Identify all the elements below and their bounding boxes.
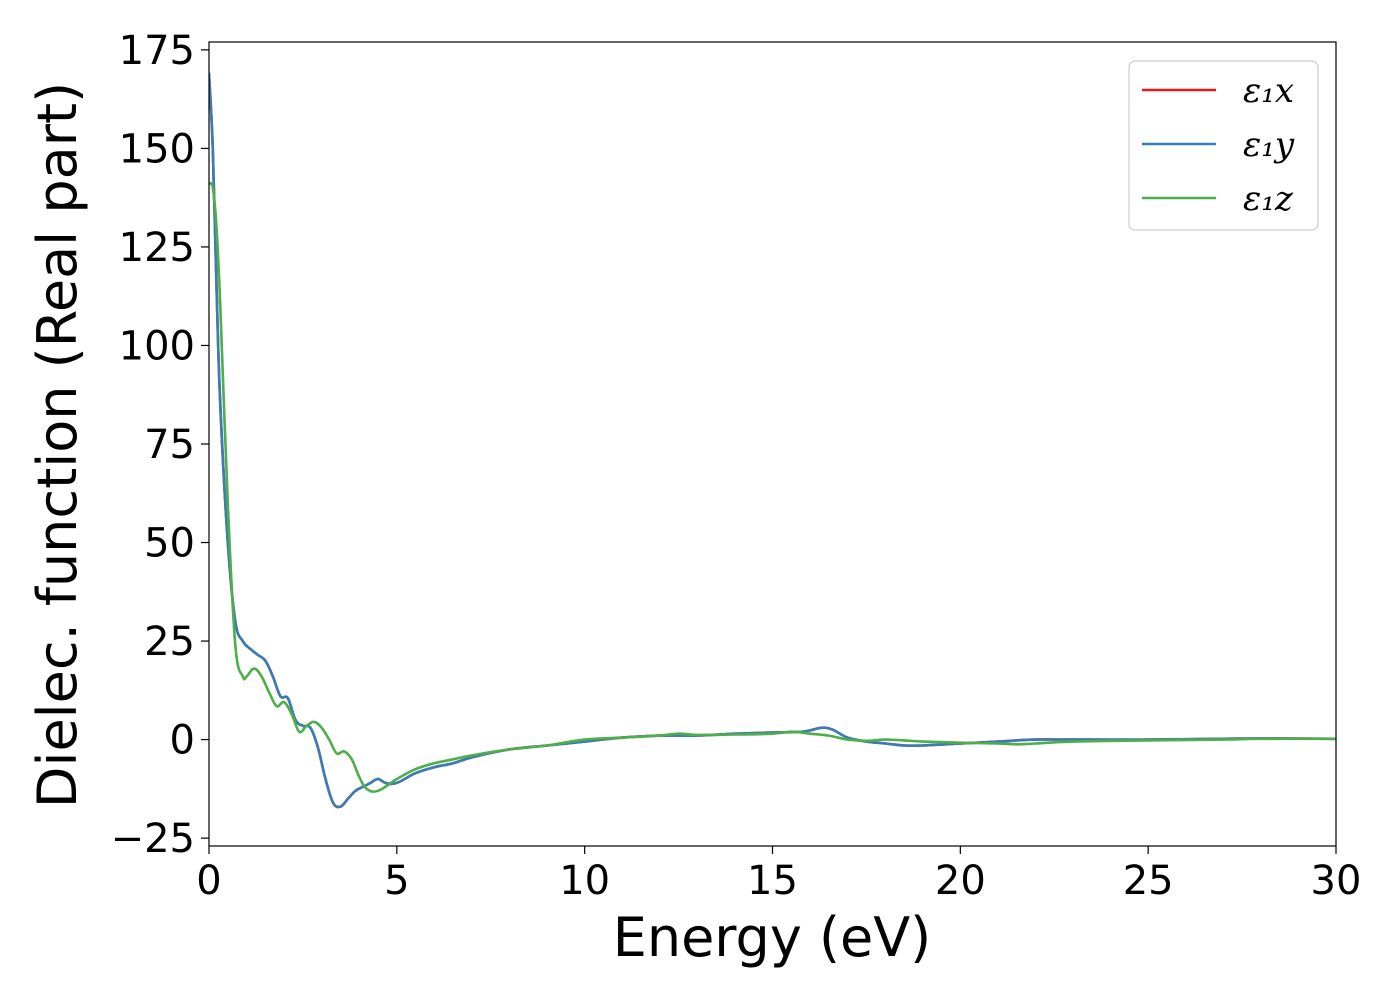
x-tick-label: 0 [196,858,221,904]
y-tick-label: 25 [144,619,195,665]
x-tick-label: 25 [1123,858,1174,904]
y-tick-label: 0 [170,718,195,764]
y-tick-label: −25 [111,816,195,862]
y-tick-label: 175 [119,28,195,74]
series-line-2 [209,72,1336,809]
y-tick-label: 150 [119,126,195,172]
y-tick-label: 75 [144,422,195,468]
y-tick-label: 125 [119,225,195,271]
series-layer [209,72,1336,809]
y-tick-label: 100 [119,323,195,369]
legend-label-1: ε₁x [1243,71,1294,111]
x-axis-title: Energy (eV) [613,906,932,969]
x-tick-label: 10 [559,858,610,904]
legend: ε₁x ε₁y ε₁z [1128,60,1319,231]
x-tick-label: 5 [384,858,409,904]
legend-items: ε₁x ε₁y ε₁z [1142,71,1295,219]
y-tick-label: 50 [144,521,195,567]
x-tick-label: 20 [935,858,986,904]
y-axis-title: Dielec. function (Real part) [26,82,89,808]
x-tick-label: 30 [1311,858,1362,904]
legend-box [1128,60,1319,231]
legend-label-3: ε₁z [1243,179,1294,219]
x-tick-label: 15 [747,858,798,904]
series-line-3 [209,181,1336,793]
legend-label-2: ε₁y [1243,125,1295,165]
